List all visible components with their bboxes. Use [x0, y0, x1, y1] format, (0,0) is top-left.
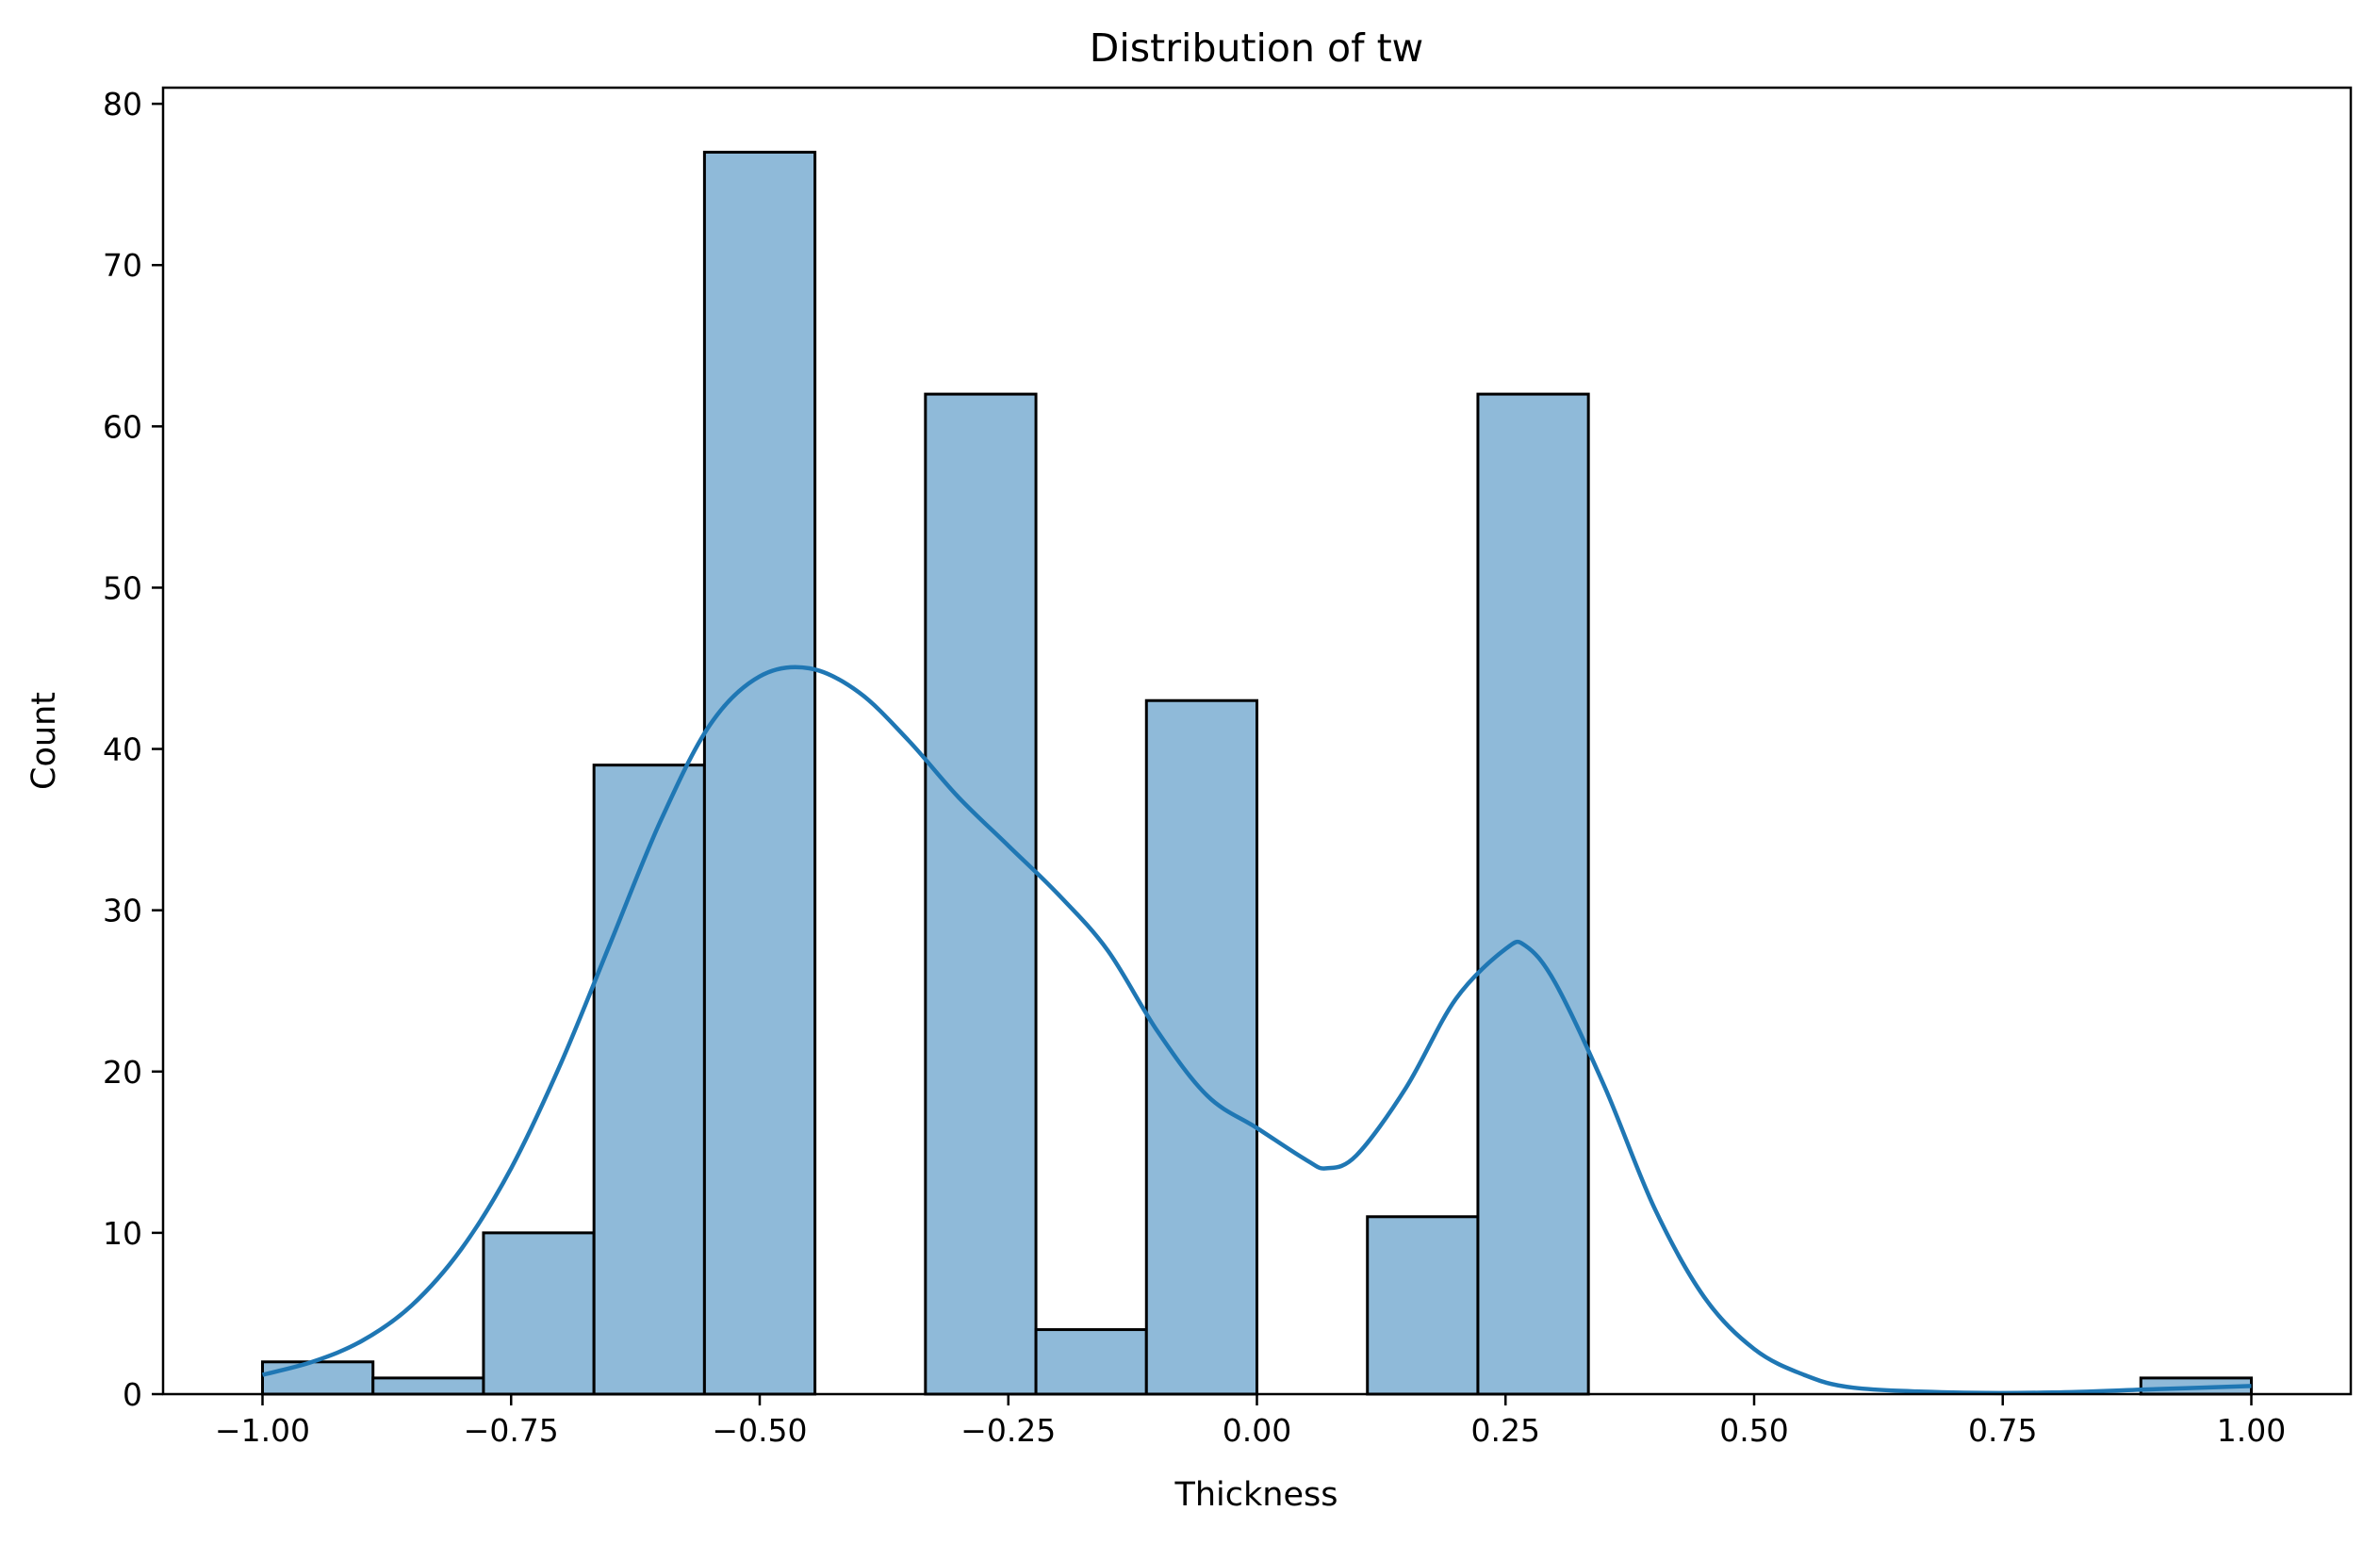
- y-tick-label: 10: [103, 1215, 142, 1252]
- x-tick-label: 0.25: [1471, 1412, 1540, 1449]
- y-tick-label: 60: [103, 408, 142, 445]
- y-tick-label: 20: [103, 1054, 142, 1091]
- y-tick-label: 50: [103, 569, 142, 606]
- x-axis-label: Thickness: [1174, 1476, 1338, 1514]
- y-tick-label: 0: [123, 1376, 142, 1413]
- x-tick-label: 1.00: [2217, 1412, 2286, 1449]
- histogram-bar: [1476, 392, 1590, 1396]
- histogram-bar: [1144, 698, 1259, 1396]
- plot-frame: [161, 86, 2353, 1396]
- x-tick-label: 0.75: [1968, 1412, 2037, 1449]
- x-tick-label: 0.00: [1223, 1412, 1291, 1449]
- histogram-bar: [702, 150, 817, 1396]
- histogram-bar: [371, 1376, 485, 1396]
- y-tick-label: 30: [103, 893, 142, 929]
- histogram-bar: [482, 1231, 596, 1396]
- histogram-bar: [1034, 1328, 1148, 1396]
- y-axis-label: Count: [25, 692, 63, 790]
- bars-layer: [261, 150, 2254, 1396]
- y-tick-label: 80: [103, 86, 142, 123]
- ticks-layer: −1.00 −0.75 −0.50 −0.25 0.00 0.25 0.50 0.75 1.00…: [103, 86, 2286, 1449]
- x-tick-label: 0.50: [1719, 1412, 1788, 1449]
- kde-curve: [261, 665, 2252, 1396]
- histogram-bar: [924, 392, 1038, 1396]
- y-tick-label: 40: [103, 731, 142, 768]
- y-tick-label: 70: [103, 247, 142, 284]
- x-tick-label: −0.50: [712, 1412, 807, 1449]
- chart-title: Distribution of tw: [1090, 25, 1423, 71]
- x-tick-label: −0.75: [464, 1412, 559, 1449]
- x-tick-label: −1.00: [215, 1412, 310, 1449]
- histogram-bar: [592, 764, 706, 1396]
- x-tick-label: −0.25: [960, 1412, 1056, 1449]
- histogram-bar: [1366, 1215, 1480, 1396]
- histogram-bar: [261, 1360, 375, 1396]
